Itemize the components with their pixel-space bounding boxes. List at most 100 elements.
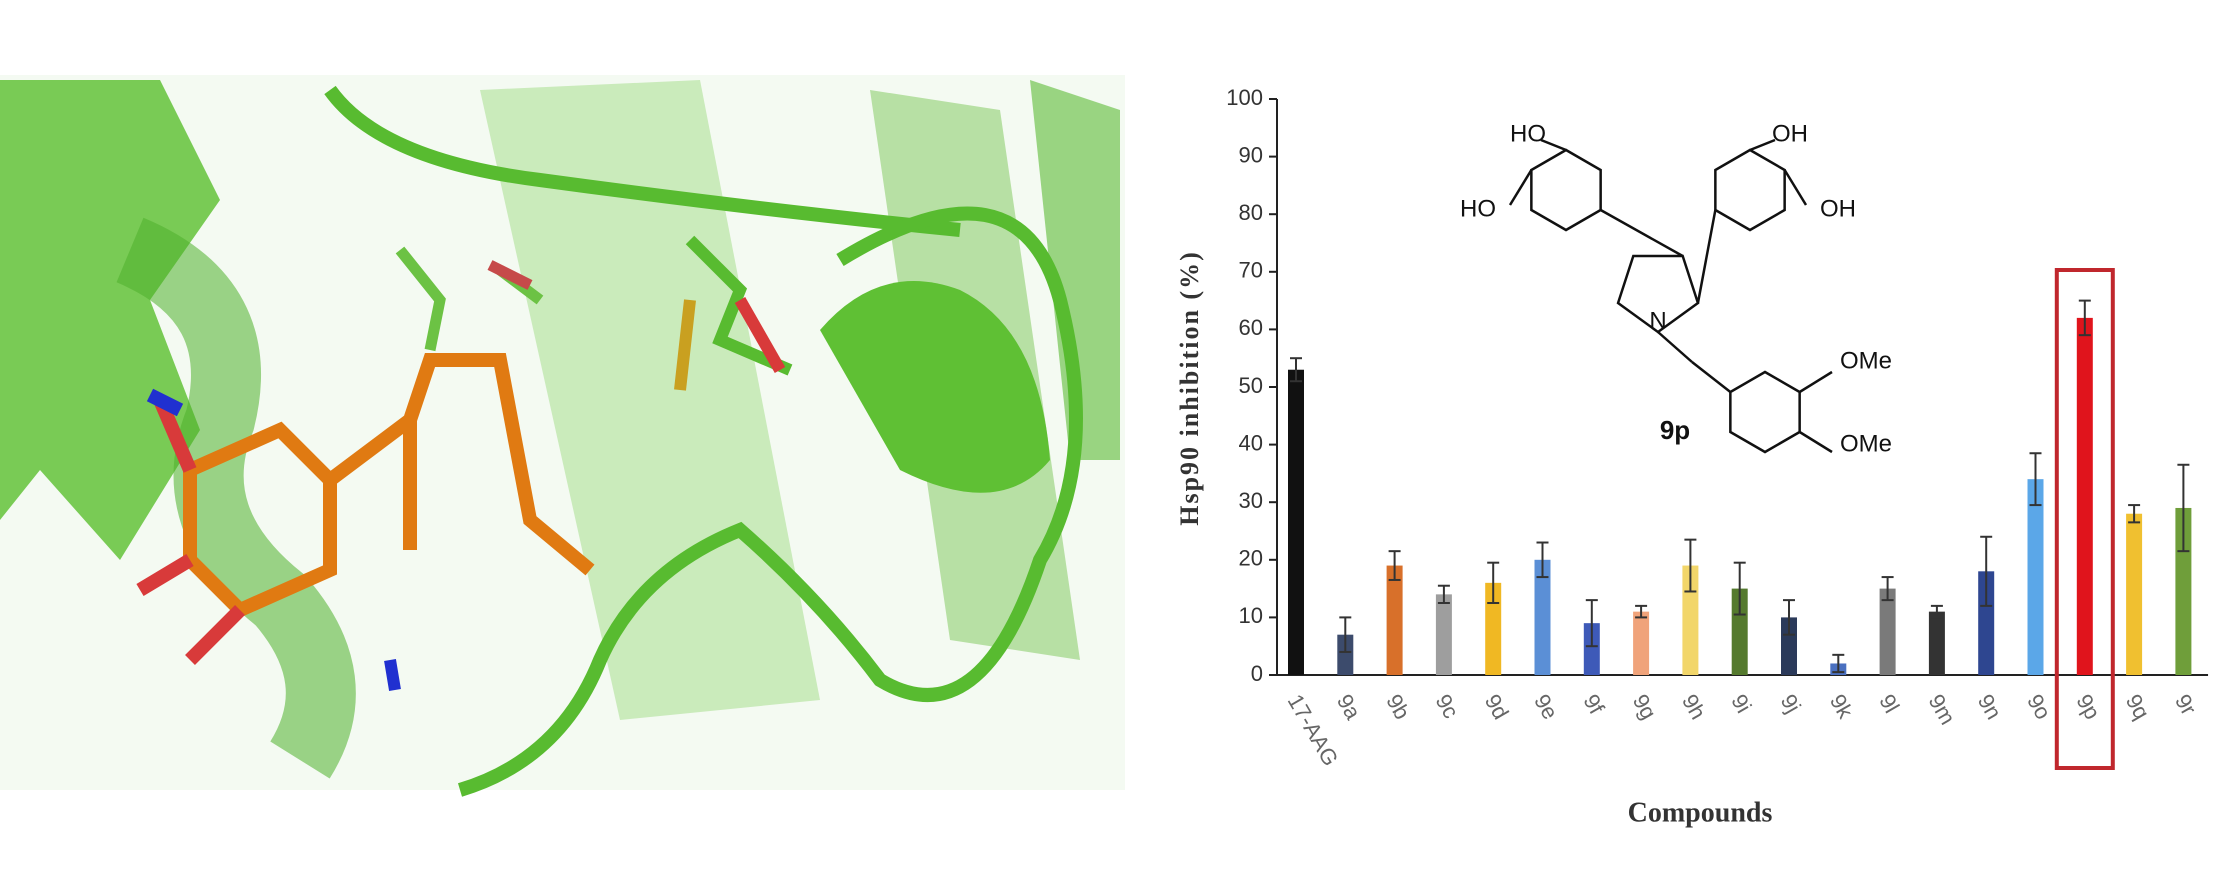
x-tick-label: 9h	[1677, 690, 1711, 724]
sidechain	[685, 235, 793, 376]
bar	[1633, 611, 1650, 675]
sulfur	[674, 299, 696, 391]
oxygen	[487, 260, 533, 290]
error-bar	[1536, 541, 1549, 579]
bar	[1337, 634, 1354, 675]
error-bar	[1832, 653, 1845, 674]
helix	[115, 217, 356, 779]
x-tick-label: 9c	[1431, 690, 1464, 723]
atom-label: OH	[1820, 195, 1856, 222]
atom-label: OMe	[1840, 347, 1892, 374]
x-tick-label: 9o	[2022, 690, 2056, 724]
x-tick-label: 9n	[1973, 690, 2007, 724]
y-tick-label: 20	[1239, 546, 1263, 571]
bond	[1691, 361, 1732, 393]
y-tick-label: 80	[1239, 200, 1263, 225]
sheet	[480, 80, 820, 720]
error-bar	[2128, 504, 2141, 524]
helix	[0, 80, 220, 560]
loop	[324, 85, 961, 237]
error-bar	[1930, 604, 1943, 619]
y-axis-label: Hsp90 inhibition (%)	[1175, 250, 1204, 526]
atom-label: HO	[1510, 120, 1546, 147]
x-tick-label: 9j	[1776, 690, 1806, 717]
error-bar	[1437, 584, 1450, 604]
atom-label: HO	[1460, 195, 1496, 222]
x-tick-label: 9i	[1726, 690, 1756, 717]
x-tick-label: 9k	[1825, 690, 1859, 723]
x-tick-label: 9q	[2121, 690, 2155, 724]
error-bar	[2177, 463, 2190, 553]
y-tick-label: 100	[1226, 85, 1263, 110]
x-tick-label: 9d	[1480, 690, 1514, 724]
error-bar	[1684, 538, 1697, 593]
helix	[820, 281, 1050, 493]
y-tick-label: 90	[1239, 142, 1263, 167]
y-tick-label: 60	[1239, 315, 1263, 340]
error-bar	[1635, 604, 1648, 619]
y-tick-label: 0	[1251, 661, 1263, 686]
error-bar	[1290, 357, 1302, 383]
bar	[1583, 623, 1600, 675]
error-bar	[1881, 576, 1894, 602]
bond	[1508, 169, 1533, 206]
x-tick-label: 9a	[1332, 690, 1366, 724]
bar	[2027, 479, 2044, 675]
bar	[1682, 565, 1699, 675]
chemical-structure	[1508, 138, 1833, 454]
x-tick-label: 9l	[1874, 690, 1904, 717]
protein-render	[0, 75, 1125, 797]
y-tick-label: 30	[1239, 488, 1263, 513]
error-bar	[1980, 535, 1993, 607]
phenyl-ring	[1729, 370, 1801, 454]
phenyl-ring	[1530, 148, 1602, 232]
error-bar	[1388, 550, 1401, 581]
bar	[1731, 588, 1748, 675]
sheet	[1030, 80, 1120, 460]
bar	[2076, 317, 2093, 675]
bar	[1978, 571, 1995, 675]
bar	[1879, 588, 1896, 675]
error-bar	[1339, 616, 1352, 653]
bond	[1749, 138, 1776, 152]
loop	[457, 206, 1083, 797]
bond	[1657, 331, 1693, 363]
oxygen	[734, 297, 786, 373]
atom-label: OMe	[1840, 430, 1892, 457]
bar	[1781, 617, 1797, 675]
x-tick-label: 9e	[1529, 690, 1563, 724]
bar	[1288, 369, 1304, 675]
bar	[1435, 594, 1452, 675]
nitrogen	[384, 659, 401, 691]
compound-name: 9p	[1660, 415, 1690, 445]
error-bar	[1585, 599, 1598, 648]
error-bar	[1783, 599, 1795, 636]
bond	[1798, 370, 1833, 394]
phenyl-ring	[1714, 148, 1786, 232]
x-tick-label: 9b	[1381, 690, 1415, 724]
bond	[1540, 138, 1567, 152]
bar	[1928, 611, 1945, 675]
bar	[1485, 582, 1502, 675]
bar	[2126, 513, 2143, 675]
x-tick-label: 9r	[2170, 690, 2201, 719]
oxygen	[136, 397, 245, 665]
ligand	[325, 353, 595, 576]
y-tick-label: 40	[1239, 430, 1263, 455]
x-tick-label: 9p	[2071, 690, 2105, 724]
bar	[2175, 507, 2192, 675]
error-bar	[2029, 452, 2042, 507]
error-bar	[1733, 561, 1746, 616]
bond	[1600, 208, 1684, 258]
bar	[1534, 559, 1551, 675]
bond	[1798, 430, 1833, 454]
y-tick-label: 70	[1239, 258, 1263, 283]
nitrogen	[146, 388, 184, 417]
atom-label: N	[1649, 307, 1666, 334]
error-bar	[2078, 299, 2091, 337]
highlight-box	[2054, 268, 2115, 770]
bar	[1386, 565, 1403, 675]
x-tick-label: 9f	[1578, 690, 1609, 719]
error-bar	[1487, 561, 1500, 604]
